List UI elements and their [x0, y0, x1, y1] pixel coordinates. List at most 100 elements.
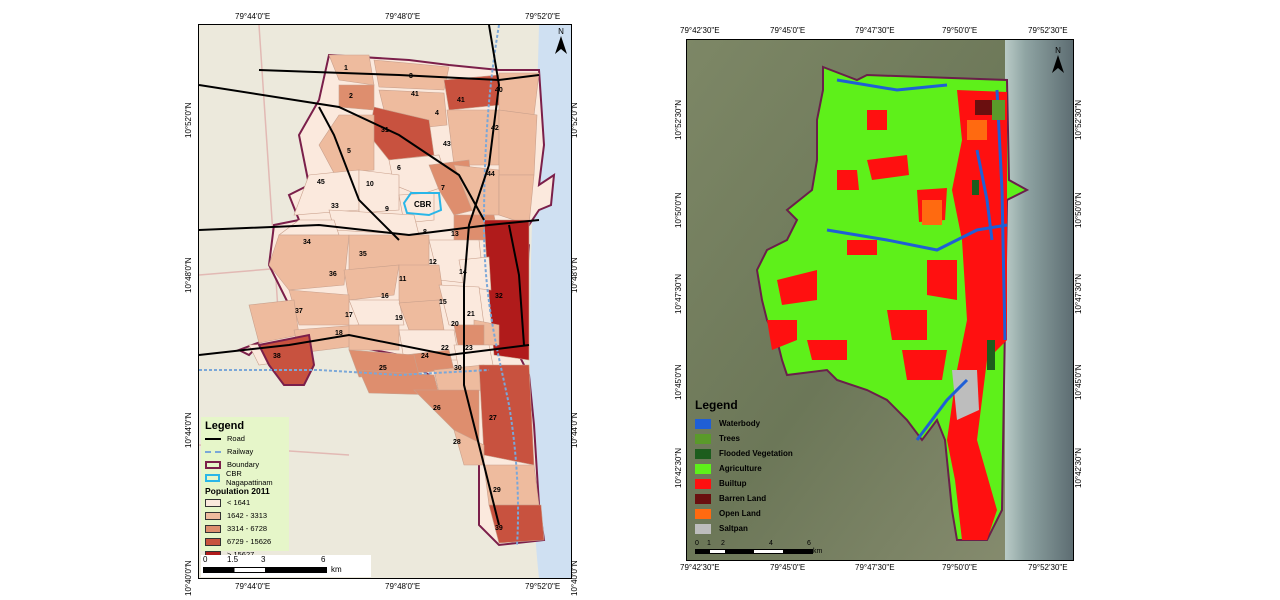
right-right-tick: 10°50'0"N: [1074, 192, 1083, 228]
trees-swatch: [695, 433, 711, 444]
legend-boundary: Boundary: [205, 458, 285, 471]
ward-label: 32: [495, 293, 503, 300]
left-map-panel: 79°44'0"E 79°48'0"E 79°52'0"E 79°44'0"E …: [180, 0, 600, 600]
legend-label: Barren Land: [719, 494, 767, 503]
right-bottom-tick: 79°50'0"E: [942, 563, 978, 572]
legend-railway: Railway: [205, 445, 285, 458]
right-right-tick: 10°42'30"N: [1074, 447, 1083, 488]
ward-label: 44: [487, 171, 495, 178]
ward-label: 33: [331, 203, 339, 210]
legend-label: CBR Nagapattinam: [225, 468, 273, 487]
ward-label: 22: [441, 345, 449, 352]
population-choropleth: [199, 25, 571, 578]
north-arrow-icon: N: [1051, 46, 1065, 76]
left-side-tick: 10°40'0"N: [184, 560, 193, 596]
legend-label: Waterbody: [719, 419, 761, 428]
ward-label: 20: [451, 321, 459, 328]
ward-label: 13: [451, 231, 459, 238]
left-side-tick: 10°48'0"N: [184, 257, 193, 293]
scale-label: 2: [721, 540, 725, 547]
left-top-tick: 79°44'0"E: [235, 12, 271, 21]
left-scale-bar: 0 1.5 3 6 km: [201, 555, 371, 577]
ward-label: 35: [359, 251, 367, 258]
ward-label: 37: [295, 308, 303, 315]
pop-swatch: [205, 498, 221, 507]
ward-label: 30: [454, 365, 462, 372]
right-bottom-tick: 79°47'30"E: [855, 563, 895, 572]
cbr-swatch: [205, 473, 220, 482]
legend-label: Railway: [227, 447, 254, 456]
ward-label: 34: [303, 239, 311, 246]
left-bottom-tick: 79°44'0"E: [235, 582, 271, 591]
right-top-tick: 79°52'30"E: [1028, 26, 1068, 35]
ward-label: 45: [317, 179, 325, 186]
right-left-tick: 10°45'0"N: [674, 364, 683, 400]
right-legend: Legend Waterbody Trees Flooded Vegetatio…: [691, 396, 831, 556]
ward-label: 12: [429, 259, 437, 266]
legend-pop-item: < 1641: [205, 496, 285, 509]
right-top-tick: 79°42'30"E: [680, 26, 720, 35]
ward-label: 16: [381, 293, 389, 300]
ward-label: 19: [395, 315, 403, 322]
ward-label: 28: [453, 439, 461, 446]
ward-label: 4: [435, 110, 439, 117]
legend-road: Road: [205, 432, 285, 445]
left-map-frame: 1 2 3 4 5 6 7 8 9 10 11 12 13 14 15 16 1…: [198, 24, 572, 579]
left-side-tick: 10°52'0"N: [184, 102, 193, 138]
right-left-tick: 10°50'0"N: [674, 192, 683, 228]
ward-label: 17: [345, 312, 353, 319]
railway-swatch: [205, 450, 221, 453]
north-label: N: [1055, 46, 1061, 55]
legend-item: Saltpan: [695, 521, 827, 536]
ward-label: 42: [491, 125, 499, 132]
right-bottom-tick: 79°42'30"E: [680, 563, 720, 572]
left-top-tick: 79°52'0"E: [525, 12, 561, 21]
builtup-swatch: [695, 478, 711, 489]
road-swatch: [205, 437, 221, 440]
ward-label: 26: [433, 405, 441, 412]
legend-item: Flooded Vegetation: [695, 446, 827, 461]
ward-label: 1: [344, 65, 348, 72]
legend-label: < 1641: [227, 498, 251, 507]
ward-label: 23: [465, 345, 473, 352]
landuse-map: [687, 40, 1073, 560]
ward-label: 2: [349, 93, 353, 100]
right-top-tick: 79°47'30"E: [855, 26, 895, 35]
north-arrow-icon: N: [554, 27, 568, 55]
scale-label: 6: [807, 540, 811, 547]
waterbody-swatch: [695, 418, 711, 429]
legend-label: 6729 - 15626: [227, 537, 272, 546]
north-label: N: [558, 27, 564, 36]
legend-label: Agriculture: [719, 464, 762, 473]
legend-title: Legend: [205, 420, 245, 432]
ward-label: 15: [439, 299, 447, 306]
legend-title: Legend: [695, 398, 738, 412]
ward-label: 36: [329, 271, 337, 278]
scale-label: 0: [695, 540, 699, 547]
legend-cbr: CBR Nagapattinam: [205, 468, 285, 487]
ward-label: 18: [335, 330, 343, 337]
pop-swatch: [205, 524, 221, 533]
scale-bar-graphic: [203, 567, 327, 573]
pop-swatch: [205, 537, 221, 546]
scale-label: 4: [769, 540, 773, 547]
scale-label: 6: [321, 555, 326, 564]
ward-label: 3: [409, 73, 413, 80]
legend-label: Builtup: [719, 479, 747, 488]
left-bottom-tick: 79°52'0"E: [525, 582, 561, 591]
right-map-frame: N Legend Waterbody Trees Flooded Vegetat…: [686, 39, 1074, 561]
legend-item: Agriculture: [695, 461, 827, 476]
legend-label: 1642 - 3313: [227, 511, 268, 520]
legend-label: 3314 - 6728: [227, 524, 268, 533]
right-scale-bar: 0 1 2 4 6 km: [695, 540, 835, 558]
left-side-tick: 10°44'0"N: [184, 412, 193, 448]
legend-pop-item: 3314 - 6728: [205, 522, 285, 535]
ward-label: 24: [421, 353, 429, 360]
left-bottom-tick: 79°48'0"E: [385, 582, 421, 591]
open-land-swatch: [695, 508, 711, 519]
scale-label: 1: [707, 540, 711, 547]
legend-label: Open Land: [719, 509, 761, 518]
right-left-tick: 10°52'30"N: [674, 99, 683, 140]
legend-pop-item: 1642 - 3313: [205, 509, 285, 522]
saltpan-swatch: [695, 523, 711, 534]
